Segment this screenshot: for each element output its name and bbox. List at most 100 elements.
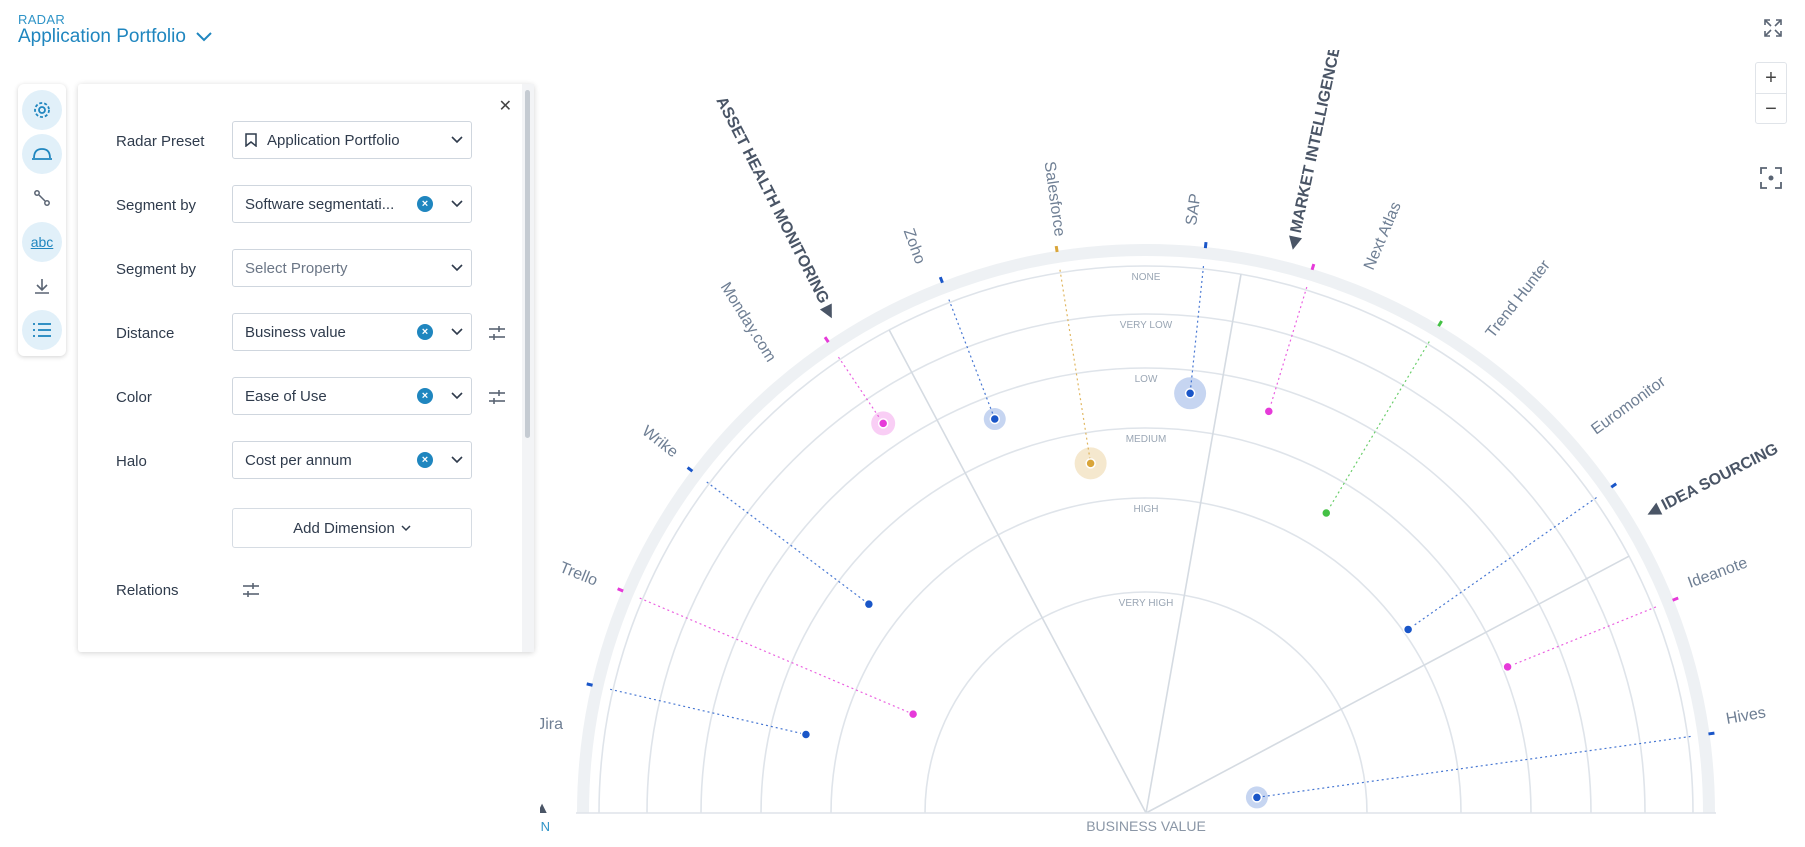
item-dot[interactable] xyxy=(989,413,1001,425)
fullscreen-icon[interactable] xyxy=(1763,18,1783,38)
radar-ring xyxy=(700,367,1592,814)
download-button[interactable] xyxy=(22,266,62,306)
ring-label: NONE xyxy=(1132,272,1161,283)
radar-ring xyxy=(598,265,1694,814)
radar-preset-value: Application Portfolio xyxy=(267,131,400,149)
item-dot[interactable] xyxy=(1085,458,1096,469)
item-label[interactable]: Hives xyxy=(1725,704,1767,728)
item-tick xyxy=(586,682,593,687)
breadcrumb: RADAR xyxy=(18,12,66,27)
color-label: Color xyxy=(116,389,152,406)
relations-settings-icon[interactable] xyxy=(242,581,260,599)
segment-by-label: Segment by xyxy=(116,197,197,214)
item-label[interactable]: Trello xyxy=(557,559,600,590)
labels-button[interactable]: abc xyxy=(22,222,62,262)
item-connector xyxy=(837,356,884,424)
list-icon xyxy=(33,323,51,337)
item-label[interactable]: Wrike xyxy=(639,423,682,461)
item-label[interactable]: Zoho xyxy=(900,226,928,266)
item-label[interactable]: Monday.com xyxy=(717,279,779,365)
chevron-down-icon xyxy=(443,136,471,144)
side-toolbar: abc xyxy=(18,84,66,356)
radar-ring xyxy=(646,313,1646,814)
segment-divider xyxy=(1145,274,1242,814)
add-dimension-button[interactable]: Add Dimension xyxy=(232,508,472,548)
radar-preset-select[interactable]: Application Portfolio xyxy=(232,121,472,159)
relations-button[interactable] xyxy=(22,178,62,218)
settings-button[interactable] xyxy=(22,90,62,130)
segment-label: ◀ IDEA SOURCING xyxy=(1643,441,1781,522)
chevron-down-icon xyxy=(401,524,411,531)
item-label[interactable]: Jira xyxy=(540,716,563,733)
halo-select[interactable]: Cost per annum × xyxy=(232,441,472,479)
clear-icon[interactable]: × xyxy=(417,324,433,340)
close-icon[interactable]: ✕ xyxy=(498,98,512,115)
radar-chart: NONE VERY LOW LOW MEDIUM HIGH VERY HIGH Jira Tr… xyxy=(540,50,1781,834)
item-connector xyxy=(948,299,996,420)
item-dot[interactable] xyxy=(1263,406,1275,417)
ring-label: HIGH xyxy=(1134,504,1159,515)
segment-label: PROJECT EXECUTION ▲ xyxy=(540,800,550,817)
segment-divider xyxy=(1145,555,1630,814)
item-label[interactable]: Salesforce xyxy=(1041,160,1068,237)
zoom-in-button[interactable]: + xyxy=(1765,66,1777,89)
relations-label: Relations xyxy=(116,582,179,599)
zoom-out-button[interactable]: − xyxy=(1756,93,1786,124)
clear-icon[interactable]: × xyxy=(417,452,433,468)
item-tick xyxy=(938,276,944,284)
item-label[interactable]: Euromonitor xyxy=(1588,373,1669,438)
bookmark-icon xyxy=(245,133,257,147)
item-label[interactable]: Trend Hunter xyxy=(1483,257,1554,342)
item-dot[interactable] xyxy=(1502,661,1513,673)
item-label[interactable]: SAP xyxy=(1183,192,1204,226)
item-dot[interactable] xyxy=(800,729,812,740)
segment-by-select[interactable]: Software segmentati... × xyxy=(232,185,472,223)
clear-icon[interactable]: × xyxy=(417,196,433,212)
item-dot[interactable] xyxy=(877,418,889,429)
item-dot[interactable] xyxy=(1402,624,1414,635)
item-dot[interactable] xyxy=(863,598,875,610)
page-title: Application Portfolio xyxy=(18,26,186,47)
item-label[interactable]: Ideanote xyxy=(1686,554,1750,591)
item-connector xyxy=(609,688,807,736)
panel-scrollbar[interactable] xyxy=(525,90,530,438)
distance-select[interactable]: Business value × xyxy=(232,313,472,351)
segment-divider xyxy=(888,329,1147,814)
halo-value: Cost per annum xyxy=(245,451,352,469)
item-dot[interactable] xyxy=(1251,792,1263,803)
item-connector xyxy=(1407,497,1597,630)
radar-outer-band xyxy=(577,244,1715,814)
chevron-down-icon xyxy=(443,328,471,336)
helmet-button[interactable] xyxy=(22,134,62,174)
item-connector xyxy=(1268,286,1308,412)
chevron-down-icon xyxy=(196,32,212,42)
item-tick xyxy=(1054,245,1059,253)
item-dot[interactable] xyxy=(1184,388,1196,399)
settings-panel: ✕ Radar Preset Application Portfolio Seg… xyxy=(78,84,534,652)
item-dot[interactable] xyxy=(1321,507,1332,519)
focus-icon[interactable] xyxy=(1759,166,1783,190)
item-connector xyxy=(1256,735,1691,799)
color-settings-icon[interactable] xyxy=(488,388,506,406)
ring-label: VERY HIGH xyxy=(1119,598,1174,609)
item-label[interactable]: Next Atlas xyxy=(1361,200,1405,273)
segmentation-label: SOFTWARE SEGMENTATION xyxy=(540,819,550,834)
ring-label: MEDIUM xyxy=(1126,434,1167,445)
item-tick xyxy=(686,466,694,473)
item-tick xyxy=(1708,731,1715,736)
distance-settings-icon[interactable] xyxy=(488,324,506,342)
color-value: Ease of Use xyxy=(245,387,327,405)
radar-title-dropdown[interactable]: Application Portfolio xyxy=(18,26,212,48)
halo-label: Halo xyxy=(116,453,147,470)
chevron-down-icon xyxy=(443,392,471,400)
list-button[interactable] xyxy=(22,310,62,350)
item-dot[interactable] xyxy=(907,708,919,720)
item-tick xyxy=(823,336,830,343)
color-select[interactable]: Ease of Use × xyxy=(232,377,472,415)
segment-by-2-select[interactable]: Select Property xyxy=(232,249,472,287)
clear-icon[interactable]: × xyxy=(417,388,433,404)
item-tick xyxy=(1437,320,1443,327)
item-connector xyxy=(1507,606,1657,668)
ring-label: LOW xyxy=(1135,374,1158,385)
item-connector xyxy=(706,481,870,605)
